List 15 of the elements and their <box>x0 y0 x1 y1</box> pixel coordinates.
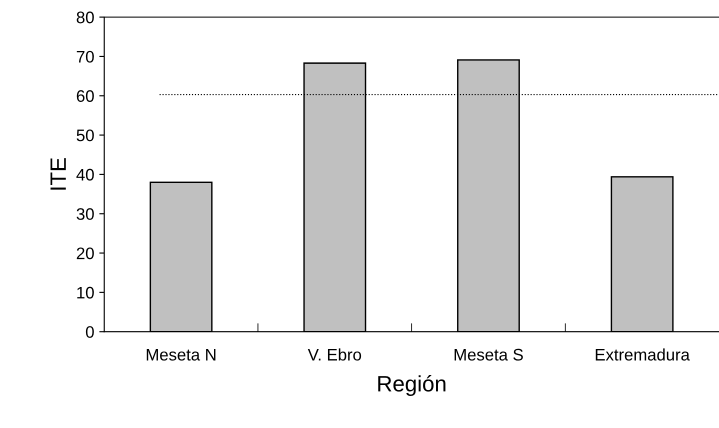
x-tick-label: Extremadura <box>596 348 690 361</box>
y-tick-label: 10 <box>77 286 94 299</box>
x-tick-label: Meseta S <box>454 348 523 361</box>
y-tick-label: 0 <box>86 326 94 338</box>
x-tick-label: Meseta N <box>146 348 216 361</box>
y-tick-label: 30 <box>76 208 94 220</box>
y-tick-label: 50 <box>76 129 94 142</box>
y-tick-label: 60 <box>76 90 94 102</box>
y-tick-label: 70 <box>76 50 94 63</box>
x-tick-label: V. Ebro <box>308 348 362 361</box>
y-tick-label: 80 <box>76 12 94 24</box>
y-axis-title: ITE <box>50 158 66 190</box>
y-tick-label: 20 <box>76 247 94 260</box>
x-axis-title: Región <box>378 375 446 396</box>
y-tick-label: 40 <box>76 168 94 181</box>
